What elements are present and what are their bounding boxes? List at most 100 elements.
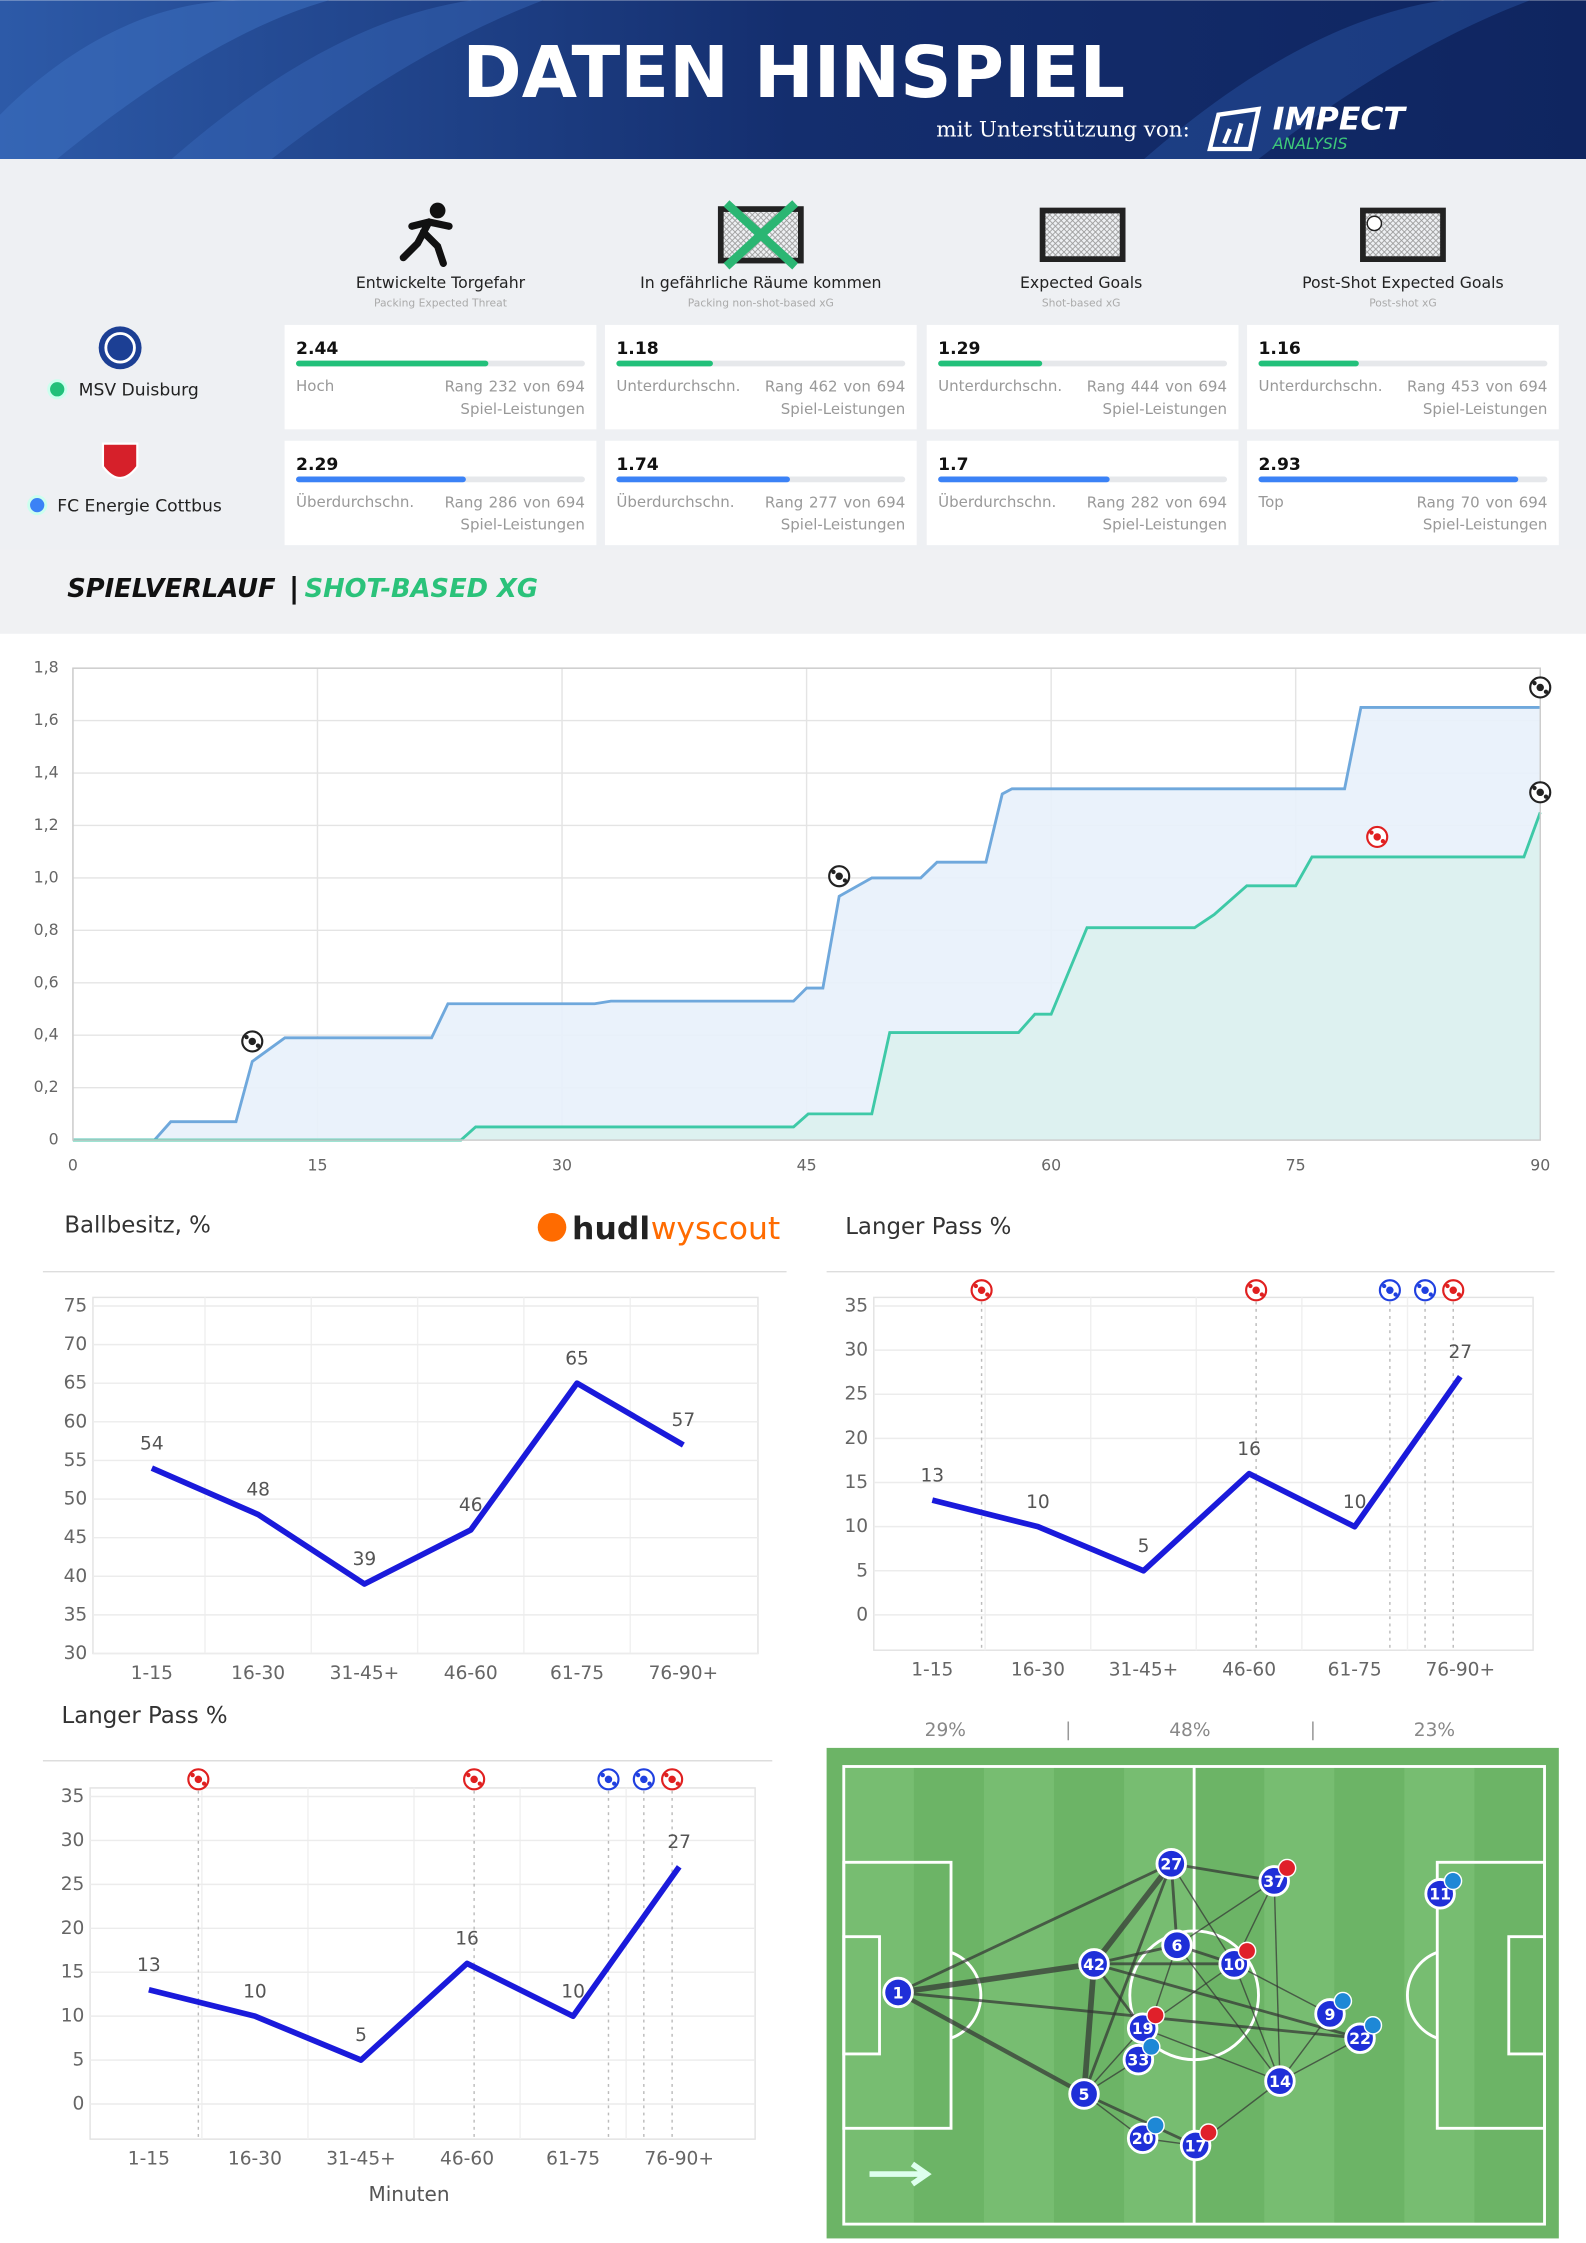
- plot-frame: [89, 1787, 756, 2140]
- metric-rank: Rang 232 von 694: [445, 377, 585, 395]
- player-node: [1155, 1847, 1187, 1880]
- x-tick-label: 90: [1530, 1155, 1550, 1174]
- rank-part: 694: [1198, 493, 1227, 511]
- ball-patch: [985, 1292, 990, 1297]
- y-tick-label: 55: [64, 1450, 88, 1471]
- player-node: [1264, 2065, 1296, 2097]
- x-tick-label: 0: [68, 1155, 78, 1174]
- value-label: 54: [140, 1433, 164, 1454]
- pass-edge: [1233, 1963, 1281, 2082]
- ball-patch: [835, 872, 843, 880]
- metric-value: 1.29: [938, 339, 980, 359]
- x-tick-label: 16-30: [1011, 1660, 1065, 1681]
- team-dot: [27, 495, 48, 516]
- crest-part: [104, 332, 136, 364]
- ball-patch: [668, 1775, 676, 1784]
- series-line: [150, 1380, 685, 1587]
- ball-patch: [477, 1781, 482, 1786]
- zone-label: 29%: [925, 1720, 966, 1741]
- rank-part: von: [1165, 377, 1193, 395]
- section-header-bg: [0, 549, 1586, 634]
- ball-patch: [248, 1037, 256, 1046]
- ball-patch: [977, 1286, 986, 1294]
- player-label: 19: [1132, 2019, 1154, 2038]
- goal-marker: [1413, 1279, 1437, 1302]
- ball-patch: [1449, 1286, 1457, 1294]
- ball-patch: [1536, 683, 1544, 692]
- metric-rank-suffix: Spiel-Leistungen: [781, 400, 905, 418]
- goal-marker: [241, 1030, 264, 1053]
- icon-runner: [399, 202, 453, 268]
- player-badge: [1237, 1941, 1257, 1961]
- y-tick-label: 25: [844, 1384, 868, 1405]
- value-label: 13: [137, 1955, 161, 1976]
- metric-level: Unterdurchschn.: [616, 377, 740, 395]
- logo-icon: [1207, 106, 1262, 152]
- pass-edge: [1142, 2027, 1281, 2082]
- crest-part: [101, 442, 139, 480]
- metric-title: In gefährliche Räume kommen: [640, 273, 881, 292]
- player-label: 33: [1127, 2051, 1149, 2070]
- value-label: 10: [1343, 1492, 1367, 1513]
- player-label: 42: [1083, 1955, 1105, 1974]
- metric-cell: [1247, 440, 1559, 546]
- ball-patch: [1532, 785, 1537, 791]
- rank-part: Rang: [765, 493, 803, 511]
- ball-patch: [831, 869, 836, 875]
- ball-patch: [470, 1775, 478, 1784]
- header-title: DATEN HINSPIEL: [462, 31, 1125, 114]
- rank-part: von: [1165, 493, 1193, 511]
- ball-patch: [664, 1772, 669, 1778]
- zone-label: 48%: [1169, 1720, 1210, 1741]
- player-label: 1: [893, 1983, 904, 2002]
- rank-part: 694: [1519, 493, 1548, 511]
- player-node: [1068, 2078, 1100, 2110]
- pitch-stripe: [983, 1766, 1054, 2225]
- player-badge: [1277, 1858, 1297, 1878]
- player-badge: [1443, 1871, 1463, 1891]
- metric-subtitle: Post-shot xG: [1369, 296, 1437, 309]
- ball-patch: [1382, 1283, 1387, 1289]
- y-tick-label: 1,6: [34, 710, 59, 729]
- goal-marker: [1245, 1279, 1268, 1302]
- rank-part: Rang: [1417, 493, 1455, 511]
- y-tick-label: 0: [49, 1130, 59, 1149]
- player-label: 17: [1185, 2136, 1207, 2155]
- rank-part: Rang: [765, 377, 803, 395]
- y-tick-label: 1,0: [34, 867, 59, 886]
- metric-value: 2.29: [296, 455, 338, 475]
- metric-value: 1.7: [938, 455, 968, 475]
- rank-part: 277: [809, 493, 838, 511]
- ball-patch: [1456, 1292, 1462, 1297]
- icon-part: [723, 200, 799, 270]
- ball-patch: [1543, 689, 1549, 694]
- goal-marker: [463, 1768, 486, 1791]
- value-label: 16: [1237, 1439, 1261, 1460]
- metric-level: Unterdurchschn.: [938, 377, 1062, 395]
- rank-part: 694: [877, 493, 906, 511]
- ball-patch: [1417, 1283, 1422, 1289]
- ball-patch: [255, 1043, 261, 1048]
- metric-rank-suffix: Spiel-Leistungen: [1423, 400, 1547, 418]
- header-bg: [0, 0, 1586, 160]
- y-tick-label: 30: [61, 1830, 85, 1851]
- metric-cell: [926, 324, 1239, 430]
- metric-rank-suffix: Spiel-Leistungen: [1103, 516, 1227, 534]
- metric-level: Top: [1258, 493, 1284, 511]
- x-tick-label: 60: [1041, 1155, 1061, 1174]
- ball-patch: [842, 878, 848, 883]
- y-tick-label: 10: [61, 2006, 85, 2027]
- value-label: 10: [561, 1981, 585, 2002]
- ball-patch: [1445, 1283, 1450, 1289]
- ball-patch: [973, 1283, 979, 1289]
- ball-patch: [640, 1775, 648, 1784]
- metric-level: Überdurchschn.: [938, 492, 1056, 511]
- ball-patch: [466, 1772, 471, 1778]
- player-badge: [1146, 2116, 1165, 2135]
- player-badge: [1363, 2016, 1383, 2035]
- value-label: 27: [667, 1832, 691, 1853]
- rank-part: 694: [556, 493, 585, 511]
- x-tick-label: 76-90+: [644, 2149, 714, 2170]
- rank-part: 286: [489, 493, 518, 511]
